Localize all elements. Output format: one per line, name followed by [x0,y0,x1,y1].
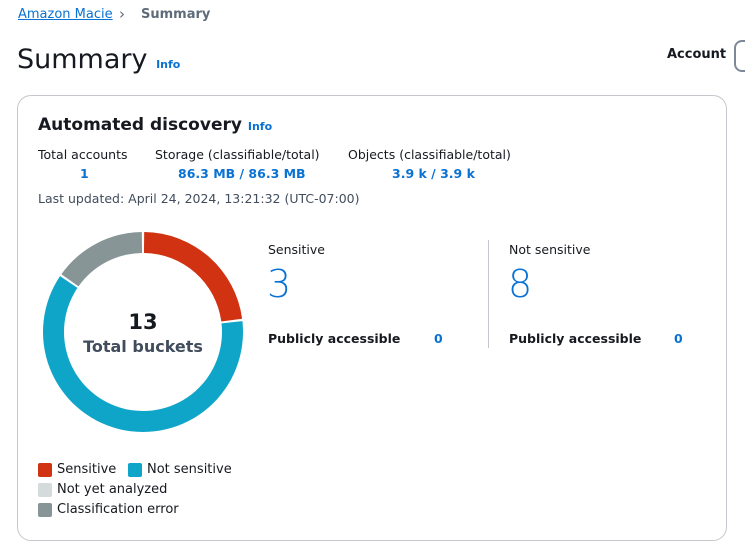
stat-value[interactable]: 86.3 MB / 86.3 MB [178,166,306,181]
chevron-right-icon: › [119,5,125,23]
legend-swatch [128,462,142,477]
stat-value[interactable]: 3.9 k / 3.9 k [392,166,475,181]
breadcrumb-current: Summary [141,7,211,22]
account-select[interactable] [734,40,745,72]
legend-item-not-sensitive: Not sensitive [128,462,232,477]
legend-label: Not yet analyzed [57,482,168,497]
card-info-link[interactable]: Info [247,120,273,133]
donut-center-label: Total buckets [83,337,203,356]
legend-label: Classification error [57,502,179,517]
donut-segment-classification-error[interactable] [61,232,143,287]
legend-swatch [38,462,52,477]
card-title: Automated discovery Info [38,115,272,135]
stat-value[interactable]: 1 [80,166,89,181]
divider [488,240,489,348]
not-sensitive-public-label: Publicly accessible [509,331,642,346]
donut-segment-not-sensitive[interactable] [43,276,243,432]
page-title-text: Summary [17,44,148,75]
sensitive-label: Sensitive [268,242,325,257]
stat-label: Objects (classifiable/total) [348,147,511,162]
account-label: Account [667,47,727,62]
sensitive-public-value[interactable]: 0 [434,331,443,346]
last-updated: Last updated: April 24, 2024, 13:21:32 (… [38,191,360,206]
not-sensitive-label: Not sensitive [509,242,591,257]
legend-label: Not sensitive [147,462,232,477]
not-sensitive-count[interactable]: 8 [508,262,533,306]
legend-item-sensitive: Sensitive [38,462,116,477]
page-title: Summary Info [17,44,180,75]
donut-center-value: 13 [128,310,158,334]
card-title-text: Automated discovery [38,115,242,135]
legend-item-classification-error: Classification error [38,502,179,517]
sensitive-count[interactable]: 3 [267,262,292,306]
donut-chart [43,232,243,432]
stat-label: Storage (classifiable/total) [155,147,320,162]
stat-label: Total accounts [38,147,128,162]
automated-discovery-card [17,95,727,541]
sensitive-public-label: Publicly accessible [268,331,401,346]
breadcrumb-amazon-macie[interactable]: Amazon Macie [18,7,113,22]
legend-swatch [38,482,52,497]
donut-segment-sensitive[interactable] [143,232,243,322]
not-sensitive-public-value[interactable]: 0 [674,331,683,346]
legend-swatch [38,502,52,517]
info-link[interactable]: Info [156,58,181,71]
legend-label: Sensitive [57,462,117,477]
legend-item-not-yet-analyzed: Not yet analyzed [38,482,167,497]
